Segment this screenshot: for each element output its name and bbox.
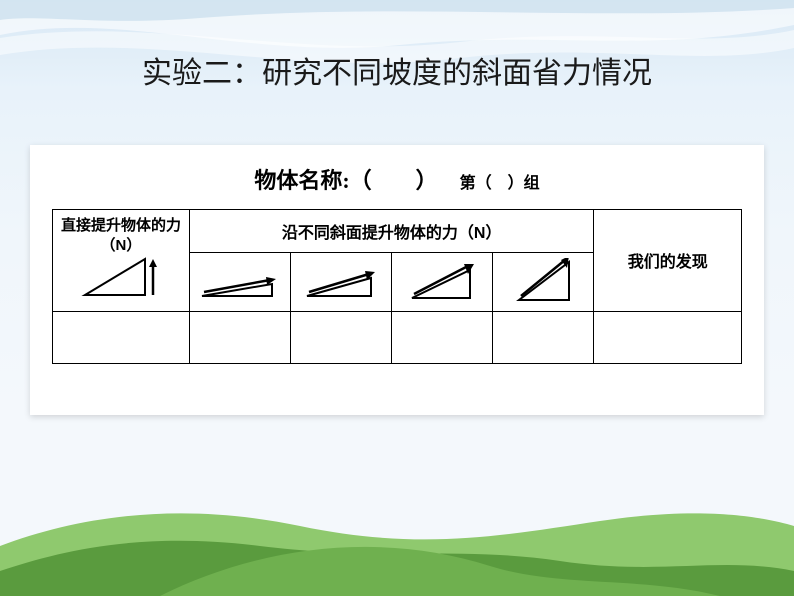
triangle-slope-2-icon bbox=[299, 262, 383, 302]
experiment-table: 直接提升物体的力（N） 沿不同斜面提升物体的力（N） 我们的发现 bbox=[52, 209, 742, 364]
subtitle-row: 物体名称:（ ） 第（ ）组 bbox=[52, 163, 742, 195]
header-slopes: 沿不同斜面提升物体的力（N） bbox=[189, 210, 594, 253]
header-findings: 我们的发现 bbox=[594, 210, 742, 312]
slope-2-cell bbox=[291, 252, 392, 311]
header-direct-lift: 直接提升物体的力（N） bbox=[53, 210, 190, 312]
table-header-row-1: 直接提升物体的力（N） 沿不同斜面提升物体的力（N） 我们的发现 bbox=[53, 210, 742, 253]
data-slope-2 bbox=[291, 311, 392, 363]
data-slope-4 bbox=[493, 311, 594, 363]
data-findings bbox=[594, 311, 742, 363]
content-panel: 物体名称:（ ） 第（ ）组 直接提升物体的力（N） 沿不同斜面提升物体的力（N… bbox=[30, 145, 764, 415]
triangle-slope-4-icon bbox=[507, 258, 579, 306]
slope-3-cell bbox=[392, 252, 493, 311]
data-slope-3 bbox=[392, 311, 493, 363]
object-name-label: 物体名称:（ ） bbox=[254, 163, 437, 195]
data-slope-1 bbox=[189, 311, 290, 363]
slope-1-cell bbox=[189, 252, 290, 311]
triangle-direct-icon bbox=[79, 255, 163, 299]
decorative-hills-bottom bbox=[0, 476, 794, 596]
header-direct-lift-text: 直接提升物体的力（N） bbox=[57, 216, 185, 255]
triangle-slope-3-icon bbox=[402, 260, 482, 304]
triangle-slope-1-icon bbox=[196, 262, 284, 302]
table-data-row bbox=[53, 311, 742, 363]
slope-4-cell bbox=[493, 252, 594, 311]
data-direct bbox=[53, 311, 190, 363]
page-title: 实验二：研究不同坡度的斜面省力情况 bbox=[0, 48, 794, 92]
group-number-label: 第（ ）组 bbox=[460, 169, 540, 193]
